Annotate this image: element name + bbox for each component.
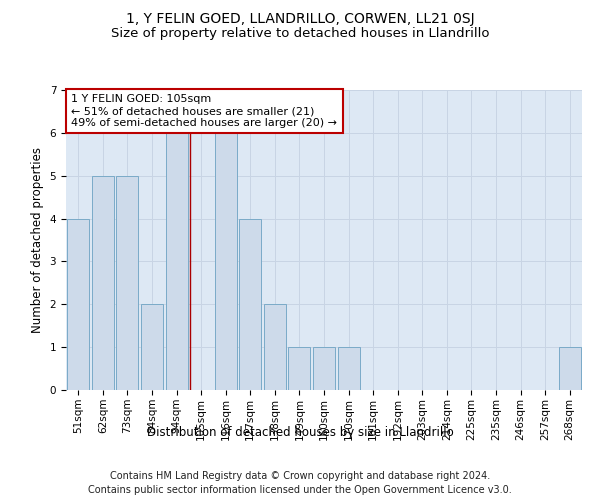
Bar bbox=[338, 347, 359, 390]
Text: Contains HM Land Registry data © Crown copyright and database right 2024.
Contai: Contains HM Land Registry data © Crown c… bbox=[88, 471, 512, 495]
Bar bbox=[264, 304, 286, 390]
Bar bbox=[67, 218, 89, 390]
Text: 1, Y FELIN GOED, LLANDRILLO, CORWEN, LL21 0SJ: 1, Y FELIN GOED, LLANDRILLO, CORWEN, LL2… bbox=[125, 12, 475, 26]
Bar bbox=[289, 347, 310, 390]
Bar bbox=[313, 347, 335, 390]
Text: 1 Y FELIN GOED: 105sqm
← 51% of detached houses are smaller (21)
49% of semi-det: 1 Y FELIN GOED: 105sqm ← 51% of detached… bbox=[71, 94, 337, 128]
Bar bbox=[239, 218, 262, 390]
Bar bbox=[116, 176, 139, 390]
Text: Distribution of detached houses by size in Llandrillo: Distribution of detached houses by size … bbox=[146, 426, 454, 439]
Y-axis label: Number of detached properties: Number of detached properties bbox=[31, 147, 44, 333]
Bar bbox=[141, 304, 163, 390]
Bar bbox=[92, 176, 114, 390]
Bar bbox=[215, 133, 237, 390]
Bar bbox=[559, 347, 581, 390]
Text: Size of property relative to detached houses in Llandrillo: Size of property relative to detached ho… bbox=[111, 28, 489, 40]
Bar bbox=[166, 133, 188, 390]
